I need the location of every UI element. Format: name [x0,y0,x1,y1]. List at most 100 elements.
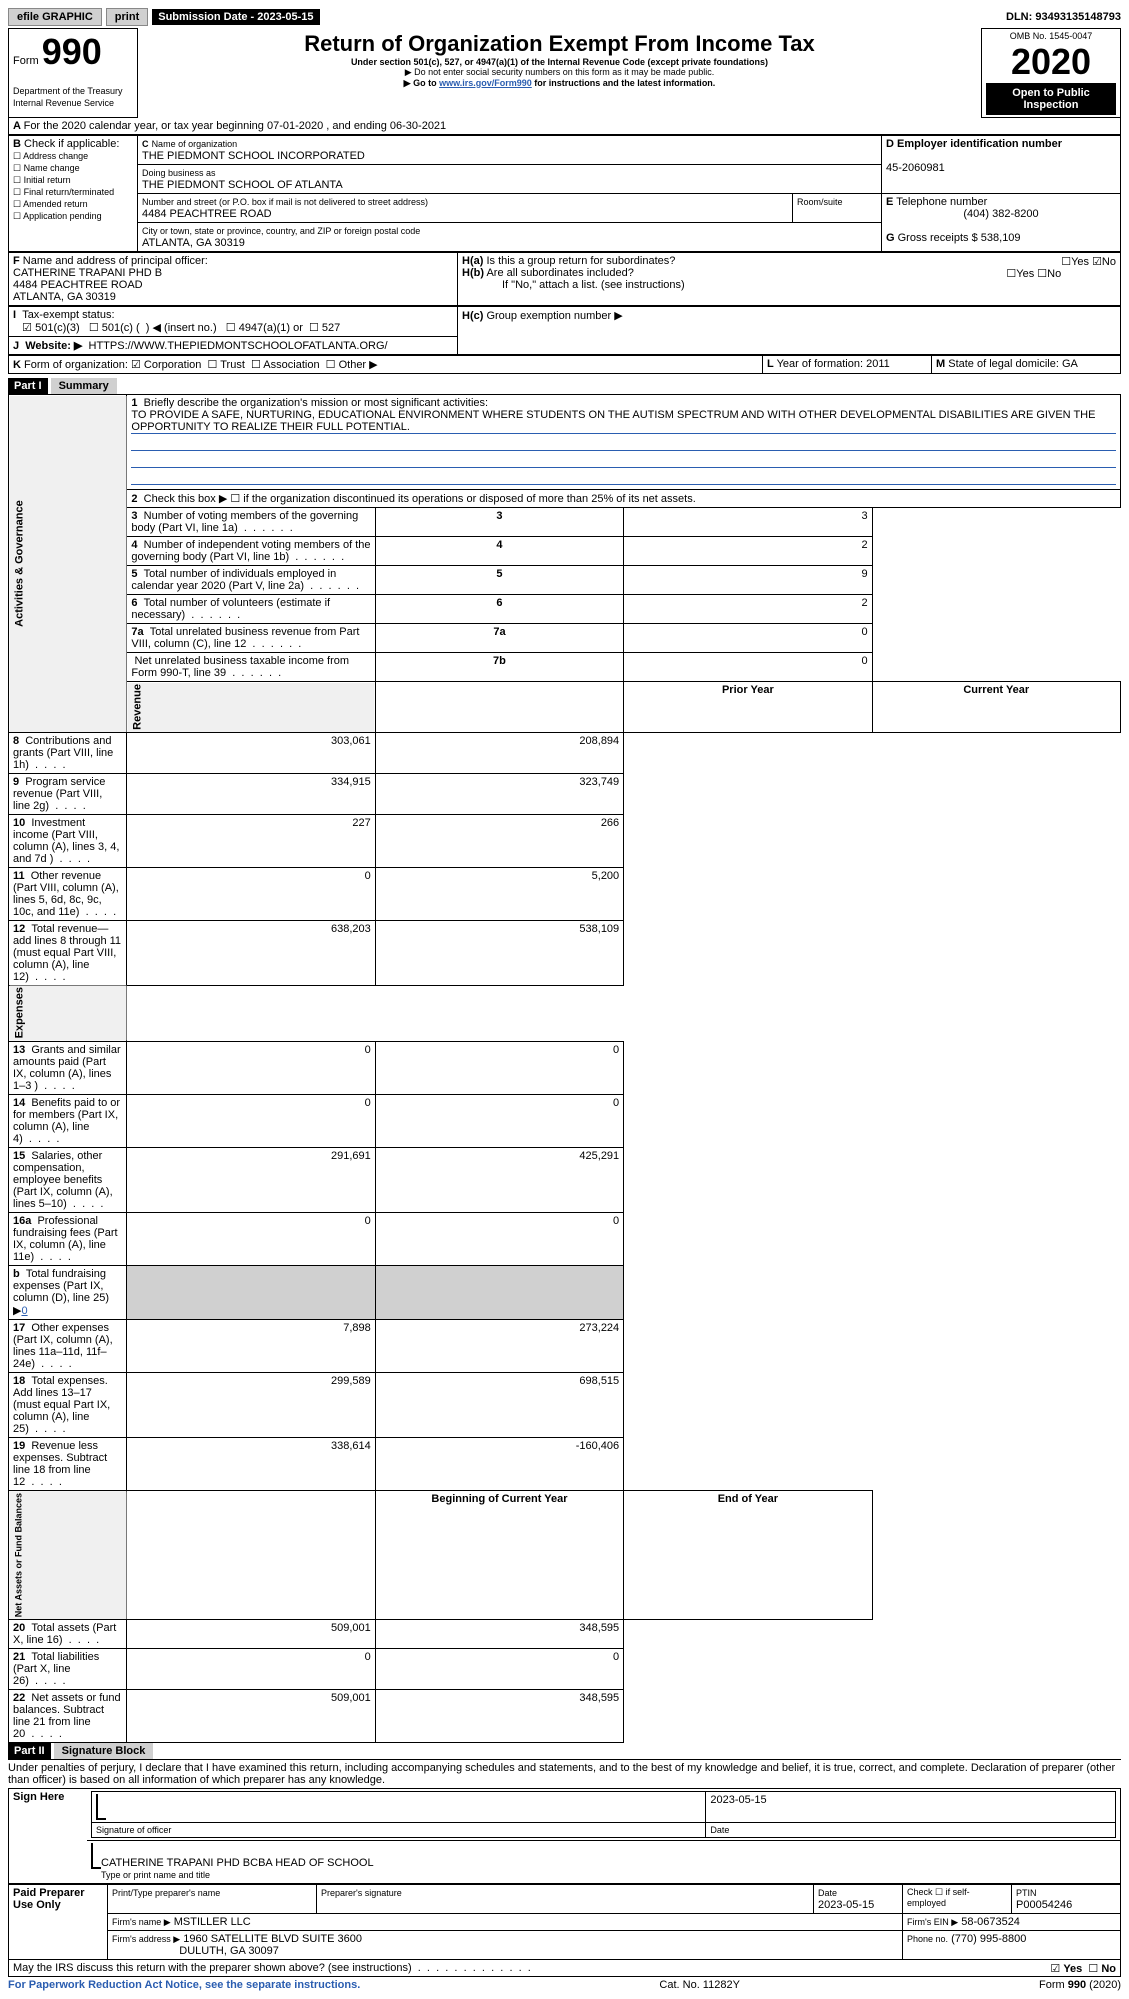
warn-link: ▶ Go to www.irs.gov/Form990 for instruct… [142,78,977,89]
warn-ssn: ▶ Do not enter social security numbers o… [142,67,977,78]
officer-addr2: ATLANTA, GA 30319 [13,291,116,303]
officer-addr1: 4484 PEACHTREE ROAD [13,279,143,291]
preparer-table: Paid Preparer Use Only Print/Type prepar… [8,1884,1121,1960]
domicile: GA [1062,358,1078,370]
mission-text: TO PROVIDE A SAFE, NURTURING, EDUCATIONA… [131,409,1116,434]
firm-phone: (770) 995-8800 [951,1933,1026,1945]
sign-here: Sign Here [9,1789,88,1884]
self-employed: Check ☐ if self-employed [903,1885,1012,1914]
officer-printed-name: CATHERINE TRAPANI PHD BCBA HEAD OF SCHOO… [101,1857,374,1869]
top-bar: efile GRAPHIC print Submission Date - 20… [8,8,1121,26]
year-formation-label: Year of formation: [777,358,863,370]
box-c-name-label: Name of organization [152,139,238,149]
prep-sig-label: Preparer's signature [321,1888,402,1898]
efile-button[interactable]: efile GRAPHIC [8,8,102,26]
status-website-table: I Tax-exempt status: ☑ 501(c)(3) ☐ 501(c… [8,306,1121,355]
form-title: Return of Organization Exempt From Incom… [142,31,977,57]
firm-phone-label: Phone no. [907,1934,948,1944]
dln: DLN: 93493135148793 [324,11,1121,23]
line-16b-val: 0 [21,1305,27,1317]
header-table: Form 990 Department of the TreasuryInter… [8,28,1121,118]
h-a-label: Is this a group return for subordinates? [486,255,675,267]
city-state-zip: ATLANTA, GA 30319 [142,237,245,249]
submission-date: Submission Date - 2023-05-15 [152,9,319,25]
tax-status-label: Tax-exempt status: [22,309,114,321]
part2-heading: Signature Block [54,1743,154,1759]
h-b-label: Are all subordinates included? [486,267,633,279]
paid-preparer-label: Paid Preparer Use Only [9,1885,108,1960]
signature-table: Sign Here 2023-05-15 Signature of office… [8,1788,1121,1884]
box-b-opts: ☐ Address change☐ Name change☐ Initial r… [13,151,114,221]
year-formation: 2011 [866,358,890,370]
firm-ein: 58-0673524 [961,1916,1020,1928]
dept-treasury: Department of the TreasuryInternal Reven… [13,86,123,108]
part1-title: Part I [8,378,48,394]
discuss-row: May the IRS discuss this return with the… [8,1960,1121,1977]
phone-number: (404) 382-8200 [886,208,1116,220]
col-current: Current Year [872,682,1120,733]
org-name: THE PIEDMONT SCHOOL INCORPORATED [142,150,365,162]
dba-label: Doing business as [142,168,216,178]
pra-notice[interactable]: For Paperwork Reduction Act Notice, see … [8,1979,360,1991]
ptin-label: PTIN [1016,1888,1037,1898]
entity-info-table: B Check if applicable: ☐ Address change☐… [8,135,1121,252]
domicile-label: State of legal domicile: [948,358,1059,370]
footer: For Paperwork Reduction Act Notice, see … [8,1979,1121,1991]
date-label: Date [706,1823,1116,1838]
firm-addr1: 1960 SATELLITE BLVD SUITE 3600 [183,1933,362,1945]
website[interactable]: HTTPS://WWW.THEPIEDMONTSCHOOLOFATLANTA.O… [89,340,388,352]
box-d-label: Employer identification number [897,138,1062,150]
q1-label: Briefly describe the organization's miss… [144,397,488,409]
gross-receipts: 538,109 [981,232,1021,244]
gross-receipts-label: Gross receipts $ [898,232,978,244]
side-revenue: Revenue [127,682,375,733]
form-footer: Form 990 (2020) [1039,1979,1121,1991]
addr-label: Number and street (or P.O. box if mail i… [142,197,428,207]
ptin: P00054246 [1016,1899,1072,1911]
form-number: 990 [42,31,102,72]
firm-name: MSTILLER LLC [174,1916,251,1928]
side-expenses: Expenses [9,985,127,1041]
city-label: City or town, state or province, country… [142,226,420,236]
side-net: Net Assets or Fund Balances [9,1491,127,1620]
open-inspection: Open to Public Inspection [986,83,1116,115]
ein: 45-2060981 [886,162,945,174]
firm-addr-label: Firm's address ▶ [112,1934,180,1944]
col-prior: Prior Year [624,682,872,733]
form-prefix: Form [13,55,39,67]
line-a-period: A For the 2020 calendar year, or tax yea… [8,118,1121,135]
part1-table: Activities & Governance 1 Briefly descri… [8,394,1121,1743]
firm-name-label: Firm's name ▶ [112,1917,171,1927]
prep-name-label: Print/Type preparer's name [112,1888,220,1898]
prep-date: 2023-05-15 [818,1899,874,1911]
omb-number: OMB No. 1545-0047 [986,31,1116,41]
irs-link[interactable]: www.irs.gov/Form990 [439,78,532,88]
h-c-label: Group exemption number ▶ [486,310,622,322]
website-label: Website: ▶ [25,340,82,352]
print-button[interactable]: print [106,8,148,26]
sig-officer-label: Signature of officer [92,1823,706,1838]
officer-name: CATHERINE TRAPANI PHD B [13,267,162,279]
type-name-label: Type or print name and title [101,1870,210,1880]
declaration: Under penalties of perjury, I declare th… [8,1759,1121,1788]
sig-date: 2023-05-15 [706,1792,1116,1823]
side-governance: Activities & Governance [9,395,127,733]
tax-year: 2020 [986,41,1116,83]
part2-title: Part II [8,1743,51,1759]
line-16b-n: b [13,1268,20,1280]
room-label: Room/suite [797,197,843,207]
dba: THE PIEDMONT SCHOOL OF ATLANTA [142,179,343,191]
col-end: End of Year [624,1491,872,1620]
q2-label: Check this box ▶ ☐ if the organization d… [144,493,696,505]
firm-addr2: DULUTH, GA 30097 [179,1945,279,1957]
col-begin: Beginning of Current Year [375,1491,623,1620]
prep-date-label: Date [818,1888,837,1898]
form-org-table: K Form of organization: ☑ Corporation ☐ … [8,355,1121,374]
box-b-label: Check if applicable: [24,138,119,150]
box-f-label: Name and address of principal officer: [23,255,208,267]
part1-heading: Summary [51,378,117,394]
form-org-label: Form of organization: [24,359,128,371]
phone-label: Telephone number [896,196,987,208]
form-subtitle: Under section 501(c), 527, or 4947(a)(1)… [142,57,977,67]
firm-ein-label: Firm's EIN ▶ [907,1917,958,1927]
